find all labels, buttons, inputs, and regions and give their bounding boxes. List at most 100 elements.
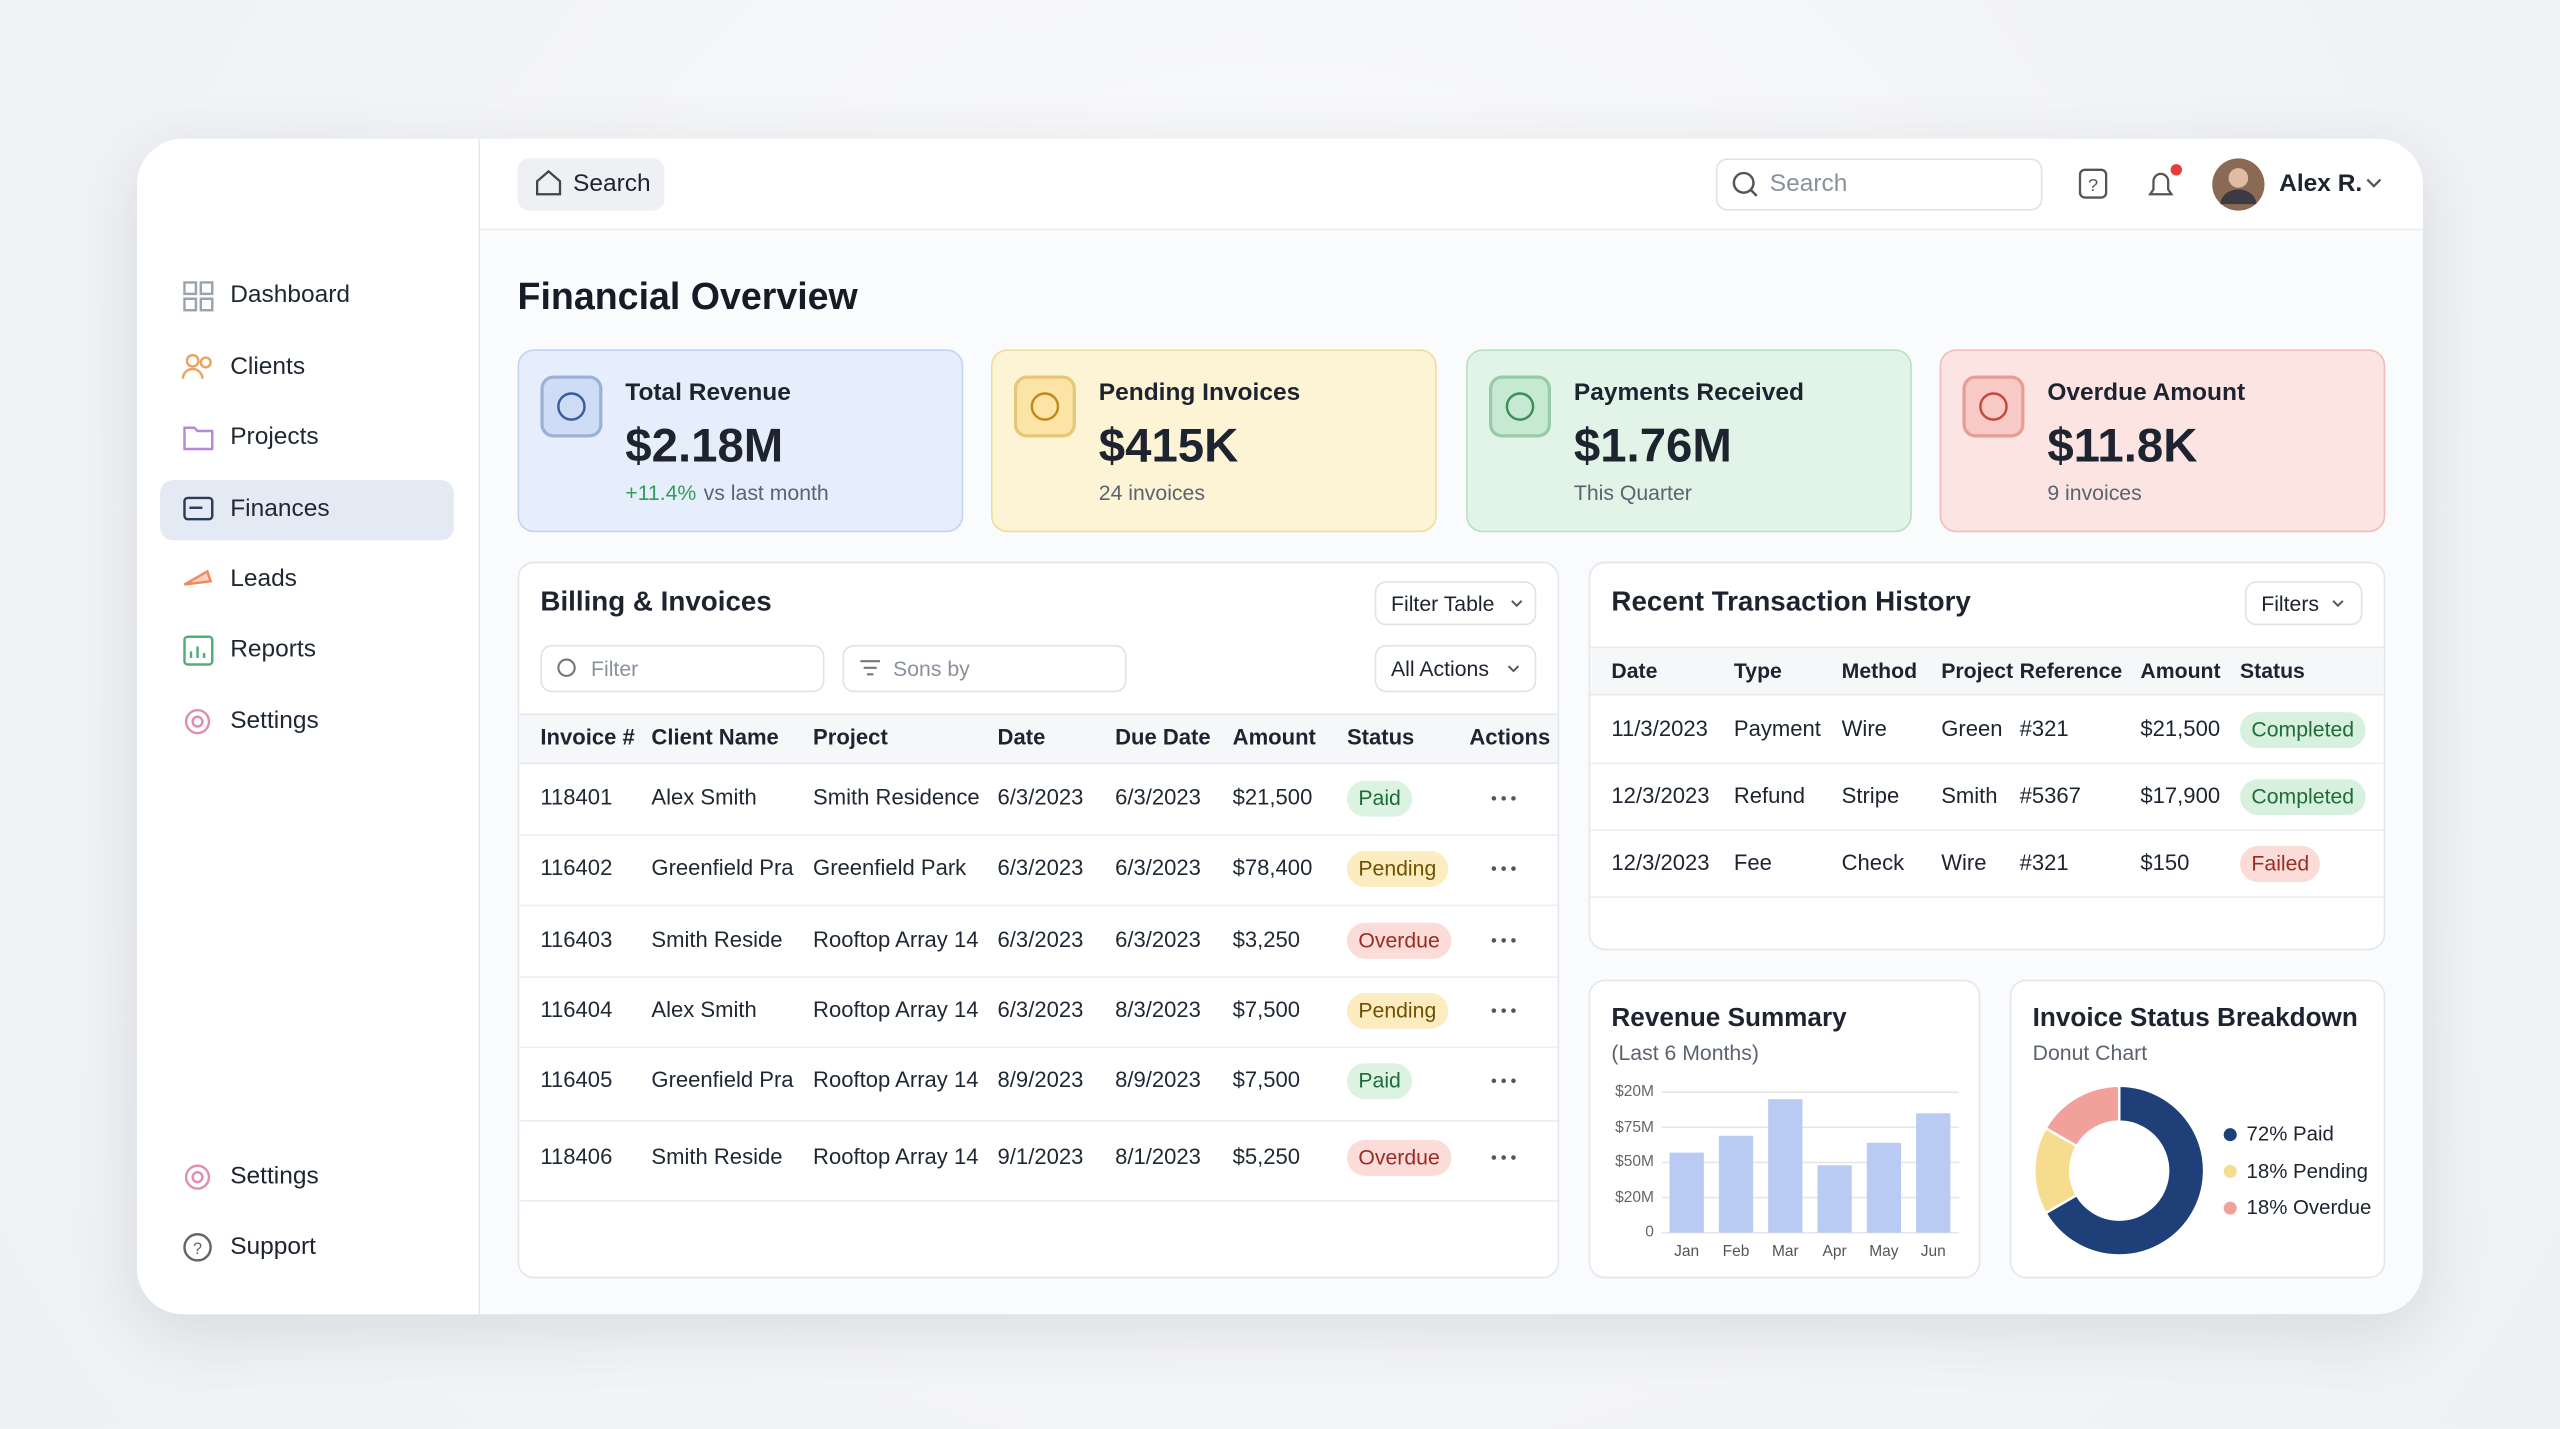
- table-cell: Smith: [1941, 783, 1998, 809]
- column-header: Actions: [1469, 724, 1551, 750]
- bar: [1817, 1165, 1852, 1233]
- chart-subtitle: Donut Chart: [2032, 1040, 2148, 1065]
- row-divider: [519, 833, 1558, 836]
- row-action-dot: [1491, 1155, 1497, 1160]
- filter-table-button[interactable]: [1374, 581, 1537, 626]
- input-placeholder: Sons by: [893, 656, 970, 682]
- bar: [1916, 1113, 1951, 1233]
- row-divider: [519, 975, 1558, 978]
- row-action-dot: [1511, 796, 1516, 801]
- status-pill: Overdue: [1346, 1139, 1452, 1176]
- table-cell: 12/3/2023: [1611, 850, 1710, 875]
- table-cell: Rooftop Array 14: [813, 927, 979, 952]
- bar: [1866, 1142, 1902, 1233]
- input-placeholder: Filter: [591, 656, 639, 682]
- donut-segment: [2043, 1084, 2121, 1148]
- kpi-change: +11.4%: [625, 480, 697, 505]
- table-cell: Rooftop Array 14: [813, 997, 979, 1022]
- actions-button[interactable]: [1374, 644, 1537, 693]
- topbar: [479, 138, 2423, 231]
- row-action-dot: [1511, 1078, 1516, 1084]
- row-divider: [1590, 829, 2384, 832]
- table-cell: Smith Reside: [651, 927, 783, 952]
- column-header: Date: [1611, 658, 1658, 683]
- table-header-band: [519, 713, 1558, 765]
- filters-button[interactable]: [2244, 581, 2363, 626]
- table-cell: 118406: [540, 1144, 613, 1169]
- kpi-value: $1.76M: [1573, 420, 1732, 473]
- nav-item: Reports: [230, 635, 316, 663]
- kpi-icon: [540, 375, 603, 438]
- table-cell: 8/1/2023: [1115, 1144, 1201, 1169]
- table-cell: Greenfield Pra: [651, 1067, 794, 1093]
- column-header: Status: [1346, 724, 1415, 750]
- table-cell: 116405: [540, 1067, 613, 1093]
- kpi-label: Payments Received: [1573, 378, 1804, 407]
- search-placeholder: Search: [1769, 169, 1848, 198]
- row-divider: [1590, 762, 2384, 765]
- table-cell: 12/3/2023: [1611, 783, 1710, 809]
- kpi-label: Overdue Amount: [2047, 378, 2246, 407]
- table-cell: $5,250: [1232, 1144, 1301, 1169]
- table-cell: $78,400: [1232, 855, 1313, 880]
- column-header: Status: [2240, 658, 2305, 683]
- sort-input[interactable]: [842, 644, 1127, 693]
- kpi-icon-glyph: [557, 392, 586, 421]
- row-action-dot: [1501, 796, 1506, 801]
- table-cell: Wire: [1841, 716, 1887, 742]
- table-cell: Smith Residence: [813, 785, 980, 810]
- legend-dot: [2223, 1201, 2237, 1215]
- table-cell: #321: [2019, 850, 2069, 875]
- transactions-card: [1588, 561, 2386, 951]
- row-action-dot: [1511, 1008, 1516, 1013]
- card-title: Billing & Invoices: [540, 585, 772, 617]
- table-cell: Smith Reside: [651, 1144, 783, 1169]
- kpi-icon: [1488, 375, 1552, 438]
- active-nav: [160, 479, 454, 541]
- column-header: Amount: [2140, 658, 2221, 683]
- row-action-dot: [1491, 1008, 1497, 1013]
- table-cell: Alex Smith: [651, 785, 757, 810]
- breadcrumb[interactable]: [517, 158, 665, 211]
- status-pill: Paid: [1346, 1063, 1413, 1099]
- svg-text:?: ?: [2088, 175, 2098, 195]
- kpi-label: Total Revenue: [625, 378, 791, 407]
- table-cell: 8/3/2023: [1115, 997, 1201, 1022]
- status-pill: Pending: [1346, 992, 1448, 1029]
- sidebar-icons: ?: [181, 281, 214, 1262]
- y-tick-label: $20M: [1615, 1188, 1654, 1207]
- table-cell: $21,500: [1232, 785, 1313, 810]
- chevron: [1507, 665, 1520, 673]
- filter-input[interactable]: [540, 644, 825, 693]
- row-action-dot: [1491, 1078, 1497, 1084]
- search-box[interactable]: [1715, 158, 2043, 211]
- table-cell: 8/9/2023: [1115, 1067, 1201, 1093]
- kpi-value: $11.8K: [2047, 420, 2198, 473]
- button-label: Filters: [2261, 591, 2320, 616]
- kpi-icon: [1962, 375, 2025, 438]
- kpi-note: This Quarter: [1573, 480, 1692, 505]
- kpi-icon-glyph: [1030, 392, 1060, 421]
- row-action-dot: [1501, 1008, 1506, 1013]
- kpi-value: $415K: [1098, 420, 1239, 473]
- kpi-icon-glyph: [1979, 392, 2008, 421]
- x-tick-label: Mar: [1771, 1242, 1799, 1261]
- table-cell: Greenfield Pra: [651, 855, 794, 880]
- chart-title: Revenue Summary: [1611, 1004, 1847, 1033]
- kpi-value: $2.18M: [625, 420, 784, 473]
- status-pill: Pending: [1346, 850, 1448, 887]
- table-cell: Fee: [1733, 850, 1772, 875]
- nav-item: Dashboard: [230, 280, 351, 309]
- legend-label: 18% Pending: [2246, 1159, 2368, 1183]
- column-header: Client Name: [651, 724, 779, 750]
- legend-label: 72% Paid: [2246, 1122, 2334, 1146]
- y-tick-label: $75M: [1615, 1118, 1654, 1137]
- graphics: [557, 392, 2344, 1257]
- card-title: Recent Transaction History: [1611, 585, 1971, 617]
- chart-subtitle: (Last 6 Months): [1611, 1040, 1759, 1065]
- table-cell: #5367: [2019, 783, 2081, 809]
- row-action-dot: [1501, 1155, 1506, 1160]
- chevron: [2332, 600, 2344, 608]
